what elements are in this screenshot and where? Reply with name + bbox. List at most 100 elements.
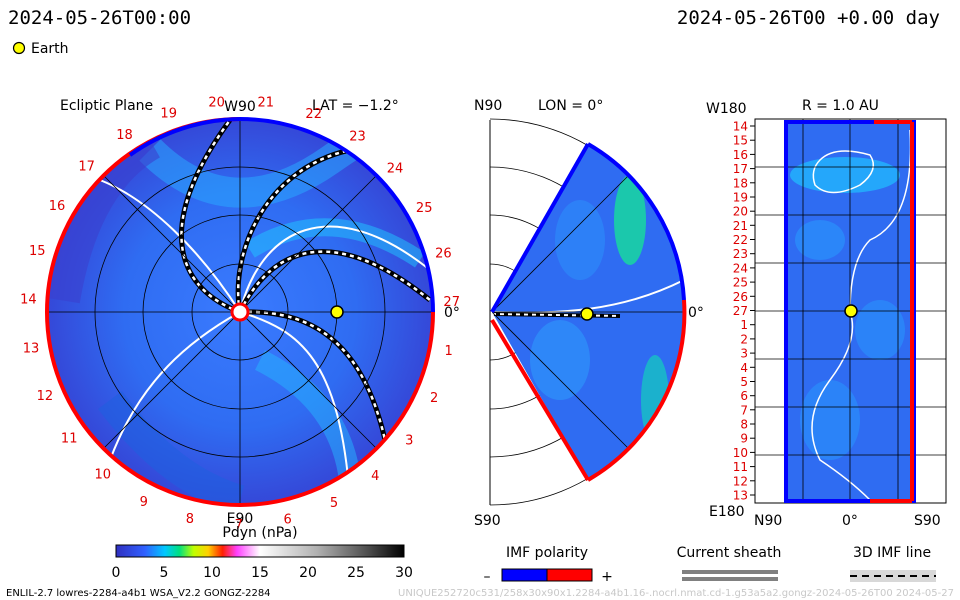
current-sheath-title: Current sheath	[677, 545, 782, 561]
imf-negative-swatch	[501, 568, 548, 582]
colorbar-tick-20: 20	[299, 565, 317, 581]
imf-polarity-legend: IMF polarity – +	[484, 545, 613, 585]
rotation-number-3: 3	[405, 434, 413, 449]
header-right-time: 2024-05-26T00 +0.00 day	[677, 7, 940, 29]
imf3d-legend: 3D IMF line	[850, 545, 936, 582]
ecliptic-rim-negative	[239, 117, 435, 313]
radial-y-label-14: 14	[733, 120, 748, 134]
rotation-number-19: 19	[160, 106, 177, 121]
radial-r-label: R = 1.0 AU	[802, 98, 879, 114]
ecliptic-top-label: W90	[224, 99, 256, 115]
earth-marker-meridional	[580, 307, 594, 321]
radial-y-label-2: 2	[740, 332, 748, 346]
meridional-right-label: 0°	[688, 305, 704, 321]
ecliptic-title: Ecliptic Plane	[60, 98, 153, 114]
ecliptic-lat-label: LAT = −1.2°	[312, 98, 399, 114]
rotation-number-8: 8	[186, 512, 194, 527]
meridional-panel: N90 LON = 0° S90 0°	[474, 98, 704, 529]
ecliptic-bottom-label: E90	[227, 511, 254, 527]
rotation-number-11: 11	[61, 432, 78, 447]
rotation-number-10: 10	[95, 468, 112, 483]
imf-plus-label: +	[601, 569, 613, 585]
earth-marker-radial	[844, 304, 858, 318]
current-sheath-swatch-1	[682, 570, 778, 574]
radial-y-label-8: 8	[740, 418, 748, 432]
radial-y-label-9: 9	[740, 432, 748, 446]
rotation-number-25: 25	[416, 201, 433, 216]
rotation-number-6: 6	[284, 513, 292, 528]
colorbar-gradient	[115, 544, 405, 558]
radial-y-label-23: 23	[733, 247, 748, 261]
current-sheath-legend: Current sheath	[677, 545, 782, 581]
imf-positive-swatch	[546, 568, 593, 582]
rotation-number-24: 24	[387, 161, 404, 176]
footer-left: ENLIL-2.7 lowres-2284-a4b1 WSA_V2.2 GONG…	[6, 588, 271, 599]
colorbar: Pdyn (nPa) 0 5 10 15 20 25 30	[112, 525, 413, 581]
rotation-number-15: 15	[29, 244, 46, 259]
radial-x-label-0: 0°	[842, 513, 858, 529]
rotation-number-4: 4	[371, 469, 379, 484]
radial-y-label-1: 1	[740, 318, 748, 332]
radial-bottom-left-label: E180	[709, 504, 745, 520]
rotation-number-9: 9	[140, 495, 148, 510]
rotation-number-1: 1	[444, 344, 452, 359]
colorbar-title: Pdyn (nPa)	[222, 525, 297, 541]
colorbar-tick-25: 25	[347, 565, 365, 581]
radial-y-label-6: 6	[740, 389, 748, 403]
ecliptic-rim-positive	[239, 311, 435, 507]
radial-y-label-12: 12	[733, 474, 748, 488]
radial-x-label-n90: N90	[754, 513, 782, 529]
radial-y-label-11: 11	[733, 460, 748, 474]
radial-y-label-21: 21	[733, 219, 748, 233]
radial-y-label-20: 20	[733, 205, 748, 219]
colorbar-tick-15: 15	[251, 565, 269, 581]
radial-y-labels: 1415161718192021222324252627123456789101…	[733, 120, 755, 503]
meridional-top-label: N90	[474, 98, 502, 114]
rotation-number-27: 27	[443, 295, 460, 310]
sun-marker	[230, 302, 250, 322]
radial-y-label-19: 19	[733, 191, 748, 205]
current-sheath-swatch-2	[682, 577, 778, 581]
imf-polarity-title: IMF polarity	[506, 545, 588, 561]
radial-y-label-13: 13	[733, 489, 748, 503]
radial-y-label-4: 4	[740, 361, 748, 375]
imf3d-title: 3D IMF line	[853, 545, 931, 561]
footer-right: UNIQUE252720c531/258x30x90x1.2284-a4b1.1…	[398, 588, 954, 599]
rotation-number-23: 23	[349, 130, 366, 145]
rotation-number-14: 14	[20, 292, 37, 307]
radial-panel: W180 R = 1.0 AU E180 N90 0° S90 14151617…	[706, 98, 947, 529]
rotation-number-5: 5	[330, 496, 338, 511]
rotation-number-22: 22	[305, 107, 322, 122]
radial-top-left-label: W180	[706, 101, 747, 117]
colorbar-ticks: 0 5 10 15 20 25 30	[112, 565, 413, 581]
imf-minus-label: –	[484, 569, 491, 585]
rotation-number-26: 26	[435, 246, 452, 261]
colorbar-tick-5: 5	[160, 565, 169, 581]
radial-y-label-16: 16	[733, 148, 748, 162]
earth-legend-label: Earth	[31, 41, 69, 57]
header-left-time: 2024-05-26T00:00	[8, 7, 191, 29]
colorbar-tick-10: 10	[203, 565, 221, 581]
radial-y-label-15: 15	[733, 134, 748, 148]
radial-x-label-s90: S90	[914, 513, 941, 529]
rotation-number-21: 21	[258, 96, 275, 111]
earth-legend-marker	[12, 41, 26, 55]
earth-marker-ecliptic	[330, 305, 344, 319]
radial-y-label-26: 26	[733, 290, 748, 304]
colorbar-tick-30: 30	[395, 565, 413, 581]
radial-y-label-25: 25	[733, 276, 748, 290]
ecliptic-panel: Ecliptic Plane W90 LAT = −1.2° E90 0° 1 2…	[20, 95, 460, 533]
radial-y-label-18: 18	[733, 176, 748, 190]
radial-y-label-3: 3	[740, 347, 748, 361]
colorbar-tick-0: 0	[112, 565, 121, 581]
radial-y-label-22: 22	[733, 233, 748, 247]
ecliptic-right-label: 0°	[444, 305, 460, 321]
rotation-number-16: 16	[49, 199, 66, 214]
rotation-number-18: 18	[116, 128, 133, 143]
radial-y-label-7: 7	[740, 403, 748, 417]
rotation-number-13: 13	[23, 342, 40, 357]
rotation-number-2: 2	[430, 391, 438, 406]
radial-y-label-17: 17	[733, 162, 748, 176]
